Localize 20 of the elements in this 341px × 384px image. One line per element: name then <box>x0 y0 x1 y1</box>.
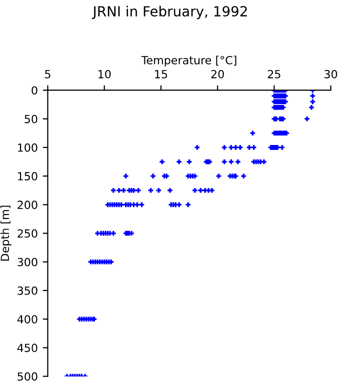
y-tick-label: 450 <box>17 344 38 352</box>
y-tick-label: 100 <box>18 143 38 152</box>
y-axis-title: Depth [m] <box>0 206 12 261</box>
chart-title: JRNI in February, 1992 <box>92 6 247 20</box>
x-tick-label: 20 <box>211 70 224 78</box>
y-tick-label: 300 <box>18 258 38 266</box>
y-tick-label: 0 <box>32 86 38 95</box>
y-tick-label: 200 <box>18 200 38 210</box>
x-tick-label: 5 <box>45 70 50 78</box>
y-tick-label: 150 <box>18 172 38 180</box>
y-tick-label: 50 <box>24 114 38 124</box>
x-tick-label: 30 <box>324 70 338 78</box>
y-tick-label: 250 <box>18 229 38 238</box>
y-tick-label: 500 <box>18 372 38 381</box>
x-tick-label: 15 <box>155 70 168 78</box>
y-tick-label: 400 <box>17 315 38 324</box>
y-tick-label: 350 <box>18 286 38 295</box>
x-axis-title: Temperature [°C] <box>141 56 236 67</box>
x-tick-label: 25 <box>268 70 280 78</box>
x-tick-label: 10 <box>98 70 111 78</box>
